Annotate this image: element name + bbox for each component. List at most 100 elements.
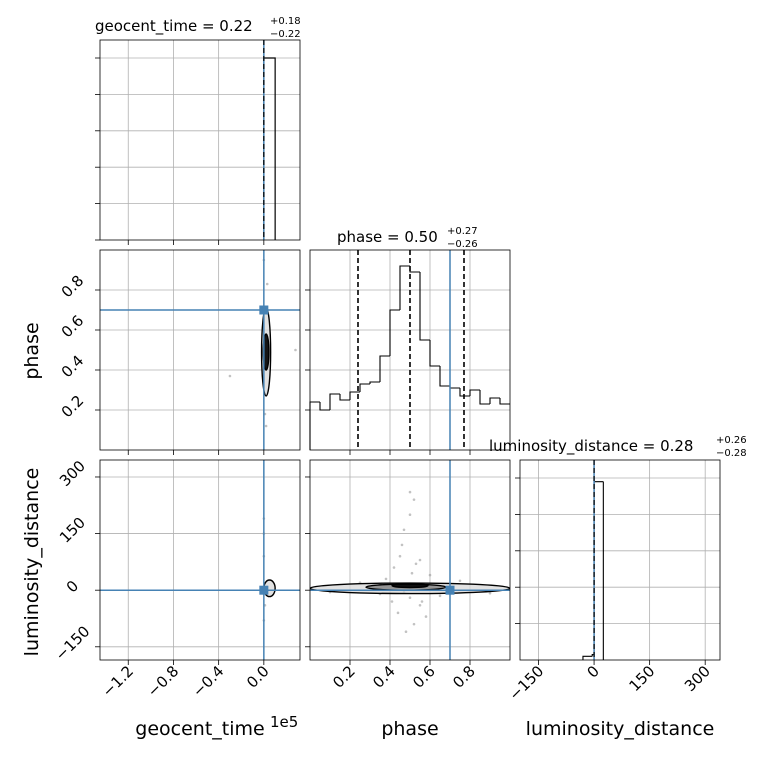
- axes-frame: [309, 459, 511, 661]
- sample-point: [400, 543, 404, 547]
- sample-point: [384, 577, 388, 581]
- histogram-bin: [369, 381, 380, 384]
- sample-point: [438, 594, 442, 598]
- svg-text:+0.27: +0.27: [447, 226, 478, 237]
- axes-frame: [309, 249, 511, 451]
- sample-point: [414, 562, 418, 566]
- y-tick-label-phase: 0.4: [58, 352, 88, 382]
- sample-point: [420, 600, 424, 603]
- x-tick-label-phase: 0.4: [369, 662, 399, 692]
- sample-point: [418, 603, 422, 607]
- sample-point: [228, 374, 232, 378]
- x-tick-label-geocent-time: −0.8: [144, 662, 182, 700]
- plot-area: [310, 460, 510, 660]
- truth-marker: [445, 585, 455, 595]
- svg-text:−0.22: −0.22: [270, 29, 301, 40]
- histogram-bin: [582, 655, 593, 660]
- panel-distance-histogram: −150 0 150 300: [505, 459, 721, 704]
- histogram-bin: [349, 391, 360, 400]
- sample-point: [398, 554, 402, 558]
- sample-point: [410, 571, 414, 575]
- histogram-bin: [379, 355, 390, 382]
- histogram-bin: [409, 266, 420, 273]
- sample-point: [458, 579, 462, 583]
- svg-text:luminosity_distance = 0.28: luminosity_distance = 0.28: [489, 437, 693, 456]
- title-phase: phase = 0.50 +0.27 −0.26: [337, 226, 478, 250]
- svg-text:−0.26: −0.26: [447, 239, 478, 250]
- sample-point: [264, 424, 268, 428]
- axes-frame: [99, 249, 301, 451]
- panel-geocent-time-vs-distance: −1.2 −0.8 −0.4 0.0 −150 0 150 300: [52, 457, 301, 701]
- y-tick-label-phase: 0.8: [58, 272, 88, 302]
- sample-point: [392, 566, 396, 569]
- histogram-bin: [399, 265, 410, 310]
- x-tick-label-geocent-time: −0.4: [189, 662, 227, 700]
- x-tick-label-phase: 0.8: [449, 662, 479, 692]
- histogram-bin: [339, 394, 350, 401]
- sample-point: [294, 348, 297, 352]
- histogram-bin: [459, 388, 470, 397]
- histogram-bin: [429, 340, 440, 367]
- sample-point: [412, 498, 416, 501]
- sample-point: [408, 490, 412, 494]
- x-tick-label-distance: 150: [625, 662, 658, 695]
- histogram-bin: [449, 386, 460, 389]
- histogram-bin: [489, 397, 500, 404]
- x-tick-label-geocent-time: −1.2: [99, 662, 137, 700]
- histogram-bin: [469, 389, 480, 396]
- x-tick-label-distance: −150: [505, 662, 547, 704]
- title-luminosity-distance: luminosity_distance = 0.28 +0.26 −0.28: [489, 435, 747, 459]
- ylabel-phase: phase: [21, 322, 43, 379]
- sample-point: [418, 558, 422, 562]
- panel-geocent-time-histogram: [95, 39, 301, 245]
- sample-point: [488, 591, 492, 595]
- plot-area: [100, 250, 300, 450]
- x-tick-label-geocent-time: 0.0: [243, 662, 273, 692]
- axes-frame: [99, 39, 301, 241]
- plot-area: [100, 460, 300, 660]
- xlabel-geocent-time: geocent_time: [135, 718, 264, 740]
- y-tick-label-distance: 0: [63, 577, 82, 596]
- truth-marker: [259, 305, 269, 315]
- histogram-bin: [319, 402, 330, 411]
- x-tick-label-phase: 0.6: [409, 662, 439, 692]
- x-tick-label-distance: 0: [583, 662, 602, 681]
- sample-point: [390, 600, 394, 603]
- histogram-bin: [329, 393, 340, 410]
- sample-point: [408, 596, 412, 600]
- histogram-bin: [479, 390, 490, 405]
- y-tick-label-distance: 150: [56, 514, 89, 547]
- axes-frame: [99, 459, 301, 661]
- panel-phase-histogram: [305, 249, 511, 455]
- contour-inner: [391, 583, 429, 589]
- sample-point: [408, 513, 412, 517]
- sample-point: [265, 282, 269, 286]
- y-tick-label-distance: −150: [52, 622, 94, 664]
- histogram-bin: [439, 366, 450, 387]
- x-tick-label-phase: 0.2: [329, 662, 359, 692]
- x-tick-label-distance: 300: [681, 662, 714, 695]
- sample-point: [396, 611, 400, 615]
- xlabel-luminosity-distance: luminosity_distance: [526, 718, 715, 740]
- histogram-bin: [593, 481, 604, 655]
- panel-geocent-time-vs-phase: 0.2 0.4 0.6 0.8: [58, 249, 301, 455]
- sample-point: [428, 573, 432, 577]
- histogram-bin: [359, 383, 370, 392]
- y-tick-label-phase: 0.6: [58, 312, 88, 342]
- sample-point: [424, 615, 428, 618]
- svg-text:phase = 0.50: phase = 0.50: [337, 228, 438, 246]
- histogram-bin: [419, 272, 430, 341]
- histogram-bin: [309, 401, 320, 450]
- sample-point: [412, 622, 416, 626]
- svg-text:geocent_time = 0.22: geocent_time = 0.22: [95, 17, 253, 36]
- axes-frame: [519, 459, 721, 661]
- truth-marker: [259, 585, 269, 595]
- title-geocent-time: geocent_time = 0.22 +0.18 −0.22: [95, 16, 301, 40]
- histogram-bin: [499, 398, 510, 405]
- svg-text:+0.26: +0.26: [716, 435, 747, 446]
- svg-text:−0.28: −0.28: [716, 448, 747, 459]
- offset-multiplier: 1e5: [270, 713, 298, 731]
- y-tick-label-phase: 0.2: [58, 392, 88, 422]
- sample-point: [402, 528, 406, 532]
